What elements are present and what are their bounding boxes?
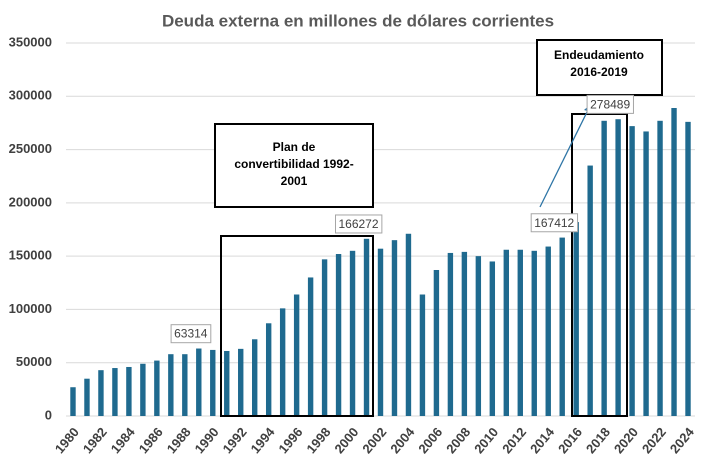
bar	[335, 254, 342, 416]
annotation-text: 2001	[281, 174, 308, 188]
bar	[168, 354, 174, 416]
range-box	[220, 235, 374, 417]
bar	[182, 354, 188, 416]
y-tick-label: 350000	[9, 34, 52, 49]
value-label: 166272	[338, 217, 378, 231]
chart-title: Deuda externa en millones de dólares cor…	[162, 11, 554, 30]
value-label-box	[530, 213, 579, 233]
bar	[70, 387, 76, 416]
bar	[461, 251, 468, 416]
bars	[70, 108, 691, 416]
bar	[279, 308, 286, 416]
bar	[98, 370, 104, 416]
bar	[224, 350, 230, 416]
bar	[475, 256, 482, 416]
y-tick-label: 0	[45, 407, 52, 422]
range-box	[571, 113, 628, 417]
annotations: Plan de convertibilidad 1992- 2001 Endeudam…	[234, 48, 644, 188]
arrow	[539, 103, 592, 208]
bar	[307, 277, 314, 416]
bar	[419, 294, 426, 416]
bar	[433, 269, 440, 416]
y-tick-label: 250000	[9, 141, 52, 156]
bar	[265, 323, 272, 416]
value-labels: 63314 166272 167412 278489	[170, 94, 634, 344]
bar	[126, 366, 132, 416]
bar	[154, 360, 160, 416]
bar	[503, 249, 509, 416]
bar	[210, 349, 216, 416]
bar	[685, 121, 691, 416]
bar	[447, 252, 454, 416]
bar	[559, 237, 565, 416]
annotation-box	[214, 123, 374, 208]
y-tick-label: 50000	[16, 354, 52, 369]
annotation-text: 2016-2019	[570, 65, 628, 79]
value-label-box	[170, 324, 212, 344]
bar	[629, 126, 635, 416]
annotation-text: convertibilidad 1992-	[234, 157, 353, 171]
value-label-box	[334, 214, 383, 234]
bar	[657, 120, 663, 416]
bar	[112, 368, 118, 416]
bar	[489, 261, 496, 416]
value-label: 63314	[174, 327, 208, 341]
value-label: 278489	[590, 97, 630, 111]
bar	[643, 131, 649, 416]
bar	[405, 233, 412, 416]
bar	[615, 119, 621, 416]
bar	[671, 108, 677, 416]
bar	[196, 348, 202, 416]
bar	[601, 120, 607, 416]
bar	[140, 363, 146, 416]
bar	[587, 165, 593, 416]
bar	[545, 246, 551, 416]
bar	[238, 348, 244, 416]
bar	[84, 378, 90, 416]
y-tick-label: 300000	[9, 88, 52, 103]
bar	[363, 238, 370, 416]
bar	[349, 250, 356, 416]
bar	[252, 339, 258, 416]
bar	[391, 240, 398, 416]
y-tick-label: 100000	[9, 301, 52, 316]
y-tick-label: 150000	[9, 248, 52, 263]
bar	[531, 250, 537, 416]
value-label: 167412	[534, 216, 574, 230]
annotation-text: Plan de	[273, 140, 316, 154]
bar	[321, 259, 328, 416]
bar	[293, 294, 300, 416]
y-tick-label: 200000	[9, 194, 52, 209]
annotation-text: Endeudamiento	[554, 48, 644, 62]
annotation-box	[536, 39, 663, 96]
bar	[573, 222, 579, 416]
bar	[517, 249, 523, 416]
value-label-box	[586, 94, 634, 114]
bar	[377, 248, 384, 416]
